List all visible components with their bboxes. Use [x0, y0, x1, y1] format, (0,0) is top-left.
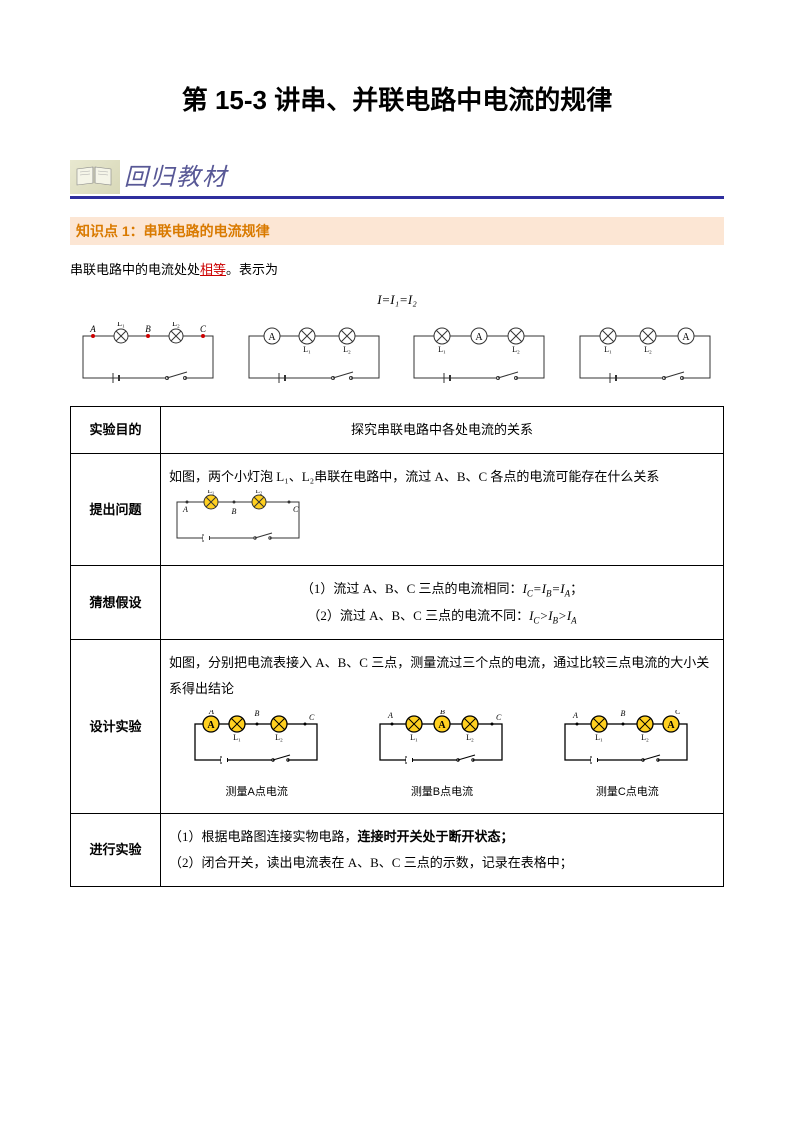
- row-header: 提出问题: [71, 454, 161, 566]
- hypothesis-1: （1）流过 A、B、C 三点的电流相同：IC=IB=IA；: [301, 581, 583, 596]
- svg-text:A: A: [572, 711, 578, 720]
- h1-eq: IC=IB=IA: [523, 581, 571, 596]
- experiment-table: 实验目的 探究串联电路中各处电流的关系 提出问题 如图，两个小灯泡 L₁、L₂串…: [70, 406, 724, 887]
- svg-text:L₂: L₂: [275, 733, 283, 742]
- table-row: 进行实验 （1）根据电路图连接实物电路，连接时开关处于断开状态； （2）闭合开关…: [71, 814, 724, 887]
- step-2: （2）闭合开关，读出电流表在 A、B、C 三点的示数，记录在表格中；: [169, 855, 573, 870]
- row-header: 猜想假设: [71, 566, 161, 640]
- circuit-small: A L₁ B L₂ C: [169, 490, 309, 546]
- table-row: 猜想假设 （1）流过 A、B、C 三点的电流相同：IC=IB=IA； （2）流过…: [71, 566, 724, 640]
- svg-text:A: A: [208, 710, 214, 716]
- svg-text:L₁: L₁: [410, 733, 418, 742]
- hypothesis-2: （2）流过 A、B、C 三点的电流不同：IC>IB>IA: [307, 608, 576, 623]
- knowledge-point-heading: 知识点 1：串联电路的电流规律: [70, 217, 724, 245]
- step-1: （1）根据电路图连接实物电路，连接时开关处于断开状态；: [169, 829, 514, 844]
- svg-text:A: A: [268, 332, 276, 343]
- svg-text:A: A: [476, 332, 484, 343]
- svg-text:A: A: [207, 720, 215, 731]
- row-content: 如图，两个小灯泡 L₁、L₂串联在电路中，流过 A、B、C 各点的电流可能存在什…: [161, 454, 724, 566]
- circuit-measure-a: AA L₁ B L₂ C 测量A点电流: [187, 710, 327, 803]
- caption-b: 测量B点电流: [372, 781, 512, 803]
- svg-text:B: B: [440, 710, 445, 716]
- row-content: （1）流过 A、B、C 三点的电流相同：IC=IB=IA； （2）流过 A、B、…: [161, 566, 724, 640]
- svg-text:B: B: [232, 507, 237, 516]
- svg-text:C: C: [675, 710, 681, 716]
- intro-text: 串联电路中的电流处处相等。表示为: [70, 259, 724, 278]
- svg-text:L₁: L₁: [117, 322, 125, 328]
- circuit-4: L₁ L₂ A: [568, 322, 723, 392]
- table-row: 实验目的 探究串联电路中各处电流的关系: [71, 407, 724, 454]
- intro-highlight: 相等: [200, 262, 226, 277]
- formula: I=I₁=I₂: [70, 292, 724, 308]
- svg-text:B: B: [254, 710, 259, 718]
- svg-text:L₂: L₂: [172, 322, 180, 328]
- svg-text:B: B: [621, 710, 626, 718]
- intro-prefix: 串联电路中的电流处处: [70, 262, 200, 277]
- svg-text:L₂: L₂: [644, 345, 652, 354]
- svg-text:L₁: L₁: [438, 345, 446, 354]
- circuit-1: A L₁ B L₂ C: [71, 322, 226, 392]
- row-header: 进行实验: [71, 814, 161, 887]
- svg-text:A: A: [438, 720, 446, 731]
- row-content: （1）根据电路图连接实物电路，连接时开关处于断开状态； （2）闭合开关，读出电流…: [161, 814, 724, 887]
- svg-text:L₁: L₁: [233, 733, 241, 742]
- h2-pre: （2）流过 A、B、C 三点的电流不同：: [307, 608, 529, 623]
- question-text: 如图，两个小灯泡 L₁、L₂串联在电路中，流过 A、B、C 各点的电流可能存在什…: [169, 469, 659, 484]
- step1-pre: （1）根据电路图连接实物电路，: [169, 829, 358, 844]
- page-title: 第 15-3 讲串、并联电路中电流的规律: [70, 80, 724, 117]
- intro-suffix: 。表示为: [226, 262, 278, 277]
- banner-text: 回归教材: [124, 157, 228, 194]
- svg-text:L₁: L₁: [303, 345, 311, 354]
- svg-text:C: C: [200, 324, 207, 334]
- svg-text:L₂: L₂: [256, 490, 263, 495]
- design-text: 如图，分别把电流表接入 A、B、C 三点，测量流过三个点的电流，通过比较三点电流…: [169, 655, 709, 696]
- svg-text:L₁: L₁: [208, 490, 215, 495]
- caption-a: 测量A点电流: [187, 781, 327, 803]
- row-content: 探究串联电路中各处电流的关系: [161, 407, 724, 454]
- svg-text:A: A: [668, 720, 676, 731]
- svg-text:C: C: [496, 713, 502, 722]
- row-header: 设计实验: [71, 640, 161, 814]
- circuit-measure-b: A L₁ AB L₂ C 测量B点电流: [372, 710, 512, 803]
- book-icon: [70, 160, 120, 194]
- row-content: 如图，分别把电流表接入 A、B、C 三点，测量流过三个点的电流，通过比较三点电流…: [161, 640, 724, 814]
- svg-text:L₁: L₁: [595, 733, 603, 742]
- svg-text:A: A: [90, 324, 97, 334]
- table-row: 设计实验 如图，分别把电流表接入 A、B、C 三点，测量流过三个点的电流，通过比…: [71, 640, 724, 814]
- svg-text:A: A: [182, 505, 188, 514]
- svg-text:A: A: [387, 711, 393, 720]
- svg-text:L₁: L₁: [604, 345, 612, 354]
- svg-text:L₂: L₂: [466, 733, 474, 742]
- circuit-measure-c: A L₁ B L₂ AC 测量C点电流: [557, 710, 697, 803]
- row-header: 实验目的: [71, 407, 161, 454]
- svg-text:B: B: [146, 324, 152, 334]
- h2-eq: IC>IB>IA: [529, 608, 577, 623]
- svg-text:L₂: L₂: [512, 345, 520, 354]
- step1-bold: 连接时开关处于断开状态；: [358, 829, 514, 844]
- svg-text:C: C: [309, 713, 315, 722]
- circuit-3: L₁ A L₂: [402, 322, 557, 392]
- svg-text:L₂: L₂: [343, 345, 351, 354]
- svg-text:L₂: L₂: [641, 733, 649, 742]
- caption-c: 测量C点电流: [557, 781, 697, 803]
- h1-pre: （1）流过 A、B、C 三点的电流相同：: [301, 581, 523, 596]
- section-banner: 回归教材: [70, 157, 724, 199]
- svg-text:C: C: [293, 505, 299, 514]
- svg-text:A: A: [682, 332, 690, 343]
- table-row: 提出问题 如图，两个小灯泡 L₁、L₂串联在电路中，流过 A、B、C 各点的电流…: [71, 454, 724, 566]
- circuit-diagrams-row: A L₁ B L₂ C A L₁ L₂ L₁ A L₂ L₁ L₂ A: [70, 322, 724, 392]
- circuit-2: A L₁ L₂: [237, 322, 392, 392]
